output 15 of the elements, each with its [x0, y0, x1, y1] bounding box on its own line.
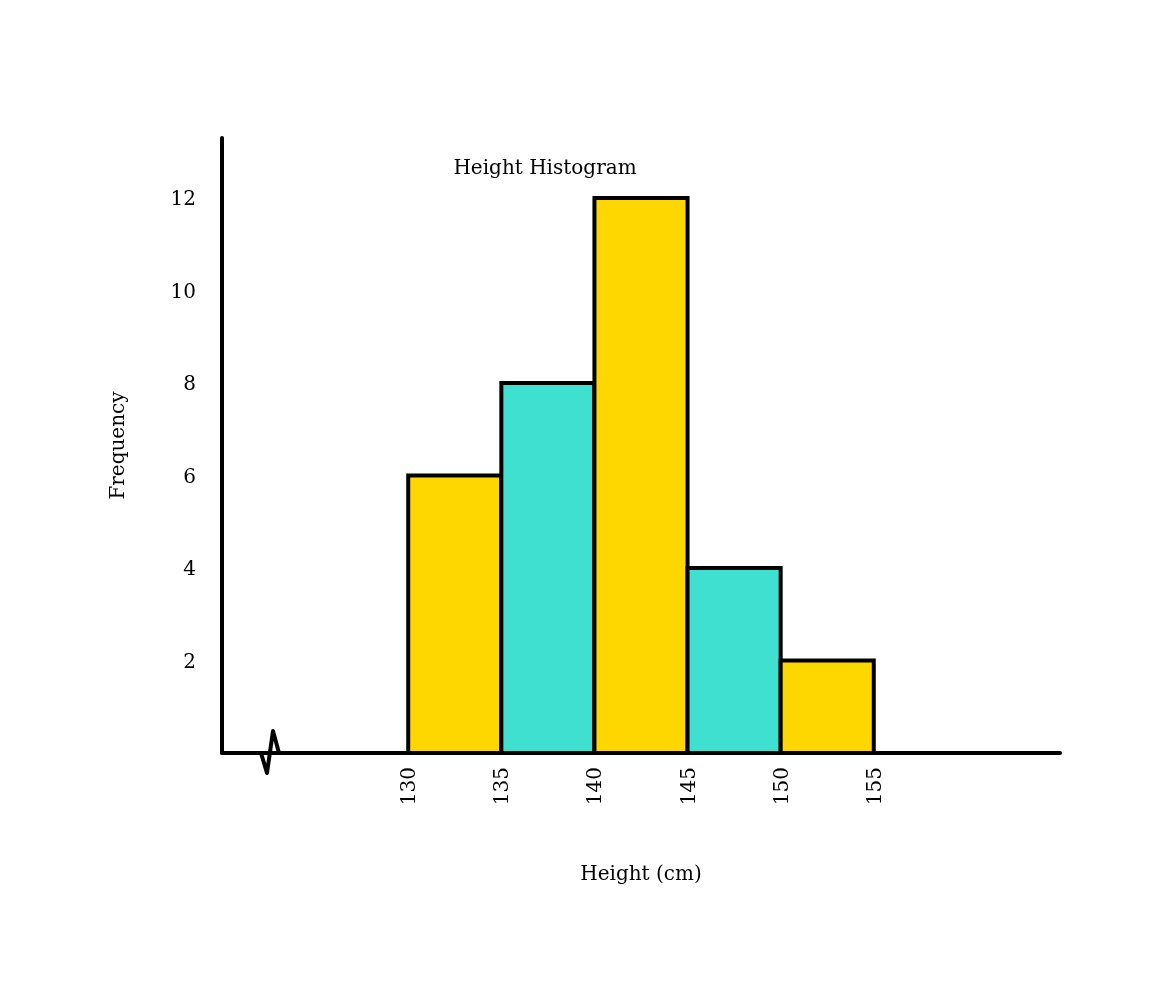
- y-axis-title: Frequency: [105, 390, 129, 500]
- y-tick-label: 6: [183, 463, 196, 488]
- x-tick-label: 155: [861, 767, 886, 806]
- x-axis-title: Height (cm): [580, 861, 702, 885]
- x-tick-label: 140: [582, 767, 607, 806]
- x-tick-label: 150: [768, 767, 793, 806]
- y-tick-label: 4: [183, 556, 196, 581]
- x-tick-label: 145: [675, 767, 700, 806]
- y-tick-label: 8: [183, 371, 196, 396]
- text: Height Histogram: [453, 155, 637, 179]
- x-tick-label: 130: [396, 767, 421, 806]
- x-tick-label: 135: [489, 767, 514, 806]
- y-tick-label: 10: [170, 278, 196, 303]
- y-tick-label: 2: [183, 648, 196, 673]
- y-tick-label: 12: [170, 186, 196, 211]
